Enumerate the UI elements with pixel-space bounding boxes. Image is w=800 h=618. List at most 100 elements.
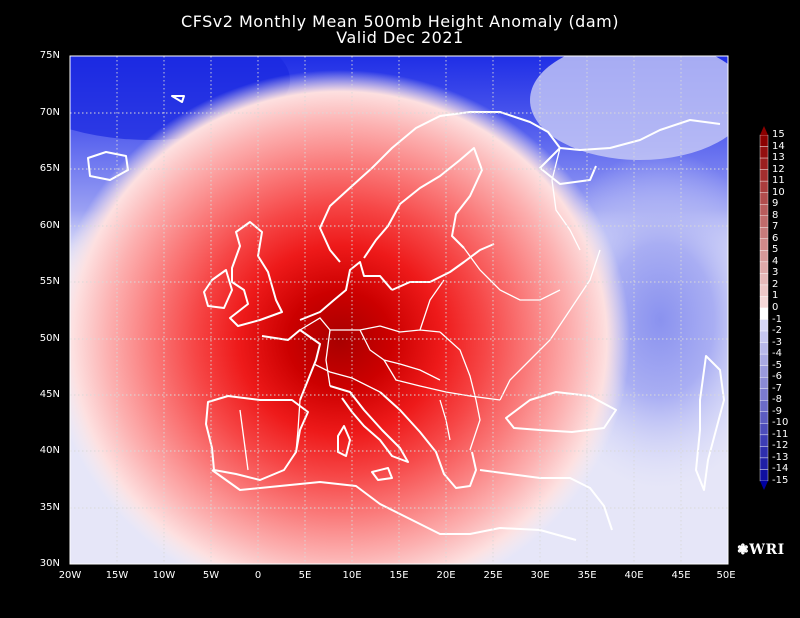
colorbar-swatch <box>759 469 769 482</box>
colorbar-tick-label: -4 <box>772 348 782 360</box>
colorbar-tick-label: 5 <box>772 244 779 256</box>
lon-label: 20E <box>436 570 456 581</box>
colorbar-tick-label: -11 <box>772 428 789 440</box>
colorbar-tick-label: -15 <box>772 475 789 486</box>
lat-label: 40N <box>39 445 60 456</box>
colorbar-swatch <box>759 446 769 459</box>
colorbar-tick-label: 4 <box>772 255 779 267</box>
map-title: CFSv2 Monthly Mean 500mb Height Anomaly … <box>181 12 619 31</box>
colorbar-swatch <box>759 250 769 263</box>
lon-label: 5W <box>202 570 220 581</box>
lat-label: 35N <box>39 502 60 513</box>
colorbar-tick-label: 8 <box>772 209 779 221</box>
colorbar-swatch <box>759 434 769 447</box>
lat-label: 70N <box>39 107 60 118</box>
lon-label: 5E <box>298 570 312 581</box>
colorbar-swatch <box>759 365 769 378</box>
globe-icon: ❃ <box>737 542 750 558</box>
lat-label: 45N <box>39 389 60 400</box>
colorbar-swatch <box>759 388 769 401</box>
colorbar-swatch <box>759 423 769 436</box>
colorbar-tick-label: 6 <box>772 232 779 244</box>
colorbar-swatch <box>759 134 769 147</box>
colorbar-tick-label: 9 <box>772 198 779 210</box>
lon-label: 40E <box>624 570 644 581</box>
lon-label: 30E <box>530 570 550 581</box>
colorbar-swatch <box>759 411 769 424</box>
colorbar-swatch <box>759 400 769 412</box>
colorbar-swatch <box>759 353 769 366</box>
map-subtitle: Valid Dec 2021 <box>336 28 464 47</box>
lon-label: 50E <box>716 570 736 581</box>
colorbar-tick-label: -7 <box>772 382 782 394</box>
colorbar-tick-label: -14 <box>772 463 789 475</box>
colorbar-tick-label: -6 <box>772 371 782 383</box>
lat-label: 30N <box>39 558 60 569</box>
colorbar-tick-label: 1 <box>772 290 779 302</box>
colorbar-swatch <box>759 342 769 355</box>
colorbar-swatch <box>759 284 769 297</box>
colorbar-swatch <box>759 377 769 389</box>
wri-logo: ❃WRI <box>737 542 785 558</box>
colorbar-swatch <box>759 457 769 470</box>
lon-label: 10E <box>342 570 362 581</box>
logo-text: WRI <box>749 542 785 558</box>
colorbar-swatch <box>759 180 769 193</box>
colorbar-swatch <box>759 261 769 274</box>
lon-label: 25E <box>483 570 503 581</box>
colorbar-tick-label: -8 <box>772 394 782 406</box>
colorbar-tick-label: 7 <box>772 221 779 233</box>
lat-lon-grid <box>70 56 728 564</box>
colorbar-tick-label: -9 <box>772 405 782 417</box>
colorbar-tick-label: -12 <box>772 440 789 452</box>
lon-label: 0 <box>254 570 262 581</box>
colorbar-swatch <box>759 238 769 251</box>
lat-label: 60N <box>39 220 60 231</box>
lon-label: 35E <box>577 570 597 581</box>
colorbar <box>759 126 769 490</box>
colorbar-tick-label: 14 <box>772 140 785 152</box>
lat-label: 75N <box>39 50 60 61</box>
anomaly-field <box>70 56 728 564</box>
plot-frame <box>69 55 729 565</box>
colorbar-tick-label: -10 <box>772 417 789 429</box>
colorbar-tick-label: 0 <box>772 302 779 313</box>
lat-label: 50N <box>39 333 60 344</box>
lon-label: 20W <box>58 570 82 581</box>
coastlines <box>87 95 725 541</box>
colorbar-swatch <box>759 330 769 343</box>
colorbar-swatch <box>759 146 769 159</box>
lat-label: 65N <box>39 163 60 174</box>
colorbar-max-arrow <box>760 126 768 135</box>
colorbar-swatch <box>759 192 769 205</box>
colorbar-tick-label: -3 <box>772 336 782 348</box>
colorbar-tick-label: -1 <box>772 313 782 325</box>
colorbar-tick-label: -13 <box>772 451 789 463</box>
colorbar-swatch <box>759 296 769 309</box>
colorbar-tick-label: 10 <box>772 186 785 198</box>
lat-label: 55N <box>39 276 60 287</box>
colorbar-min-arrow <box>760 481 768 490</box>
lon-label: 45E <box>671 570 691 581</box>
colorbar-tick-label: 11 <box>772 175 785 187</box>
colorbar-swatch <box>759 319 769 332</box>
colorbar-tick-label: 3 <box>772 267 779 279</box>
colorbar-tick-label: 2 <box>772 278 779 290</box>
lon-label: 15E <box>389 570 409 581</box>
country-borders <box>239 147 601 471</box>
colorbar-swatch <box>759 169 769 182</box>
colorbar-swatch <box>759 203 769 216</box>
colorbar-tick-label: 15 <box>772 129 785 140</box>
colorbar-swatch <box>759 215 769 228</box>
colorbar-swatch <box>759 273 769 286</box>
colorbar-swatch <box>759 307 769 320</box>
colorbar-tick-label: 12 <box>772 163 785 175</box>
colorbar-tick-label: -5 <box>772 359 782 371</box>
colorbar-tick-label: -2 <box>772 325 782 337</box>
colorbar-swatch <box>759 227 769 239</box>
colorbar-swatch <box>759 157 769 170</box>
colorbar-tick-label: 13 <box>772 152 785 164</box>
lon-label: 10W <box>152 570 176 581</box>
lon-label: 15W <box>105 570 129 581</box>
